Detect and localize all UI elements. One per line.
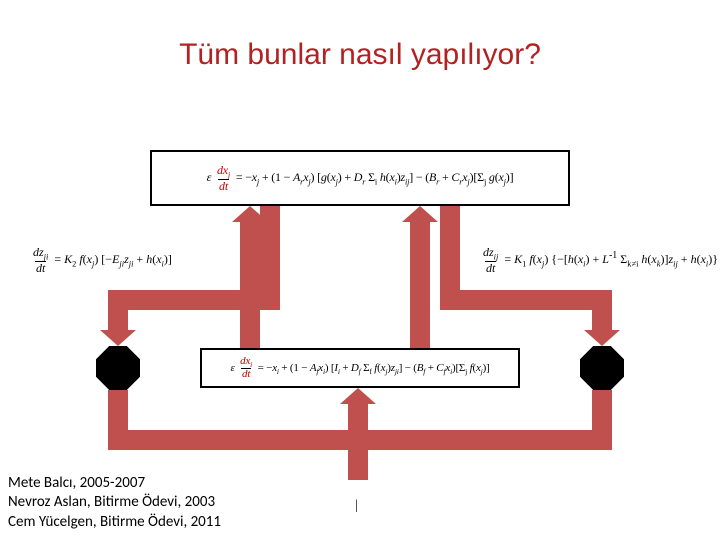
octagon-right-node — [580, 346, 624, 390]
equation-right: dzijdt = K1 f(xj) {−[h(xi) + L-1 Σk≠i h(… — [480, 246, 720, 274]
octagon-left-node — [96, 346, 140, 390]
equation-box-bottom: ε dxidt = −xi + (1 − Afxi) [Ii + Df Σf f… — [200, 348, 520, 388]
equation-top: ε dxjdt = −xj + (1 − Arxj) [g(xj) + Dr Σ… — [207, 164, 514, 193]
credit-line-2: Nevroz Aslan, Bitirme Ödevi, 2003 — [8, 493, 221, 513]
slide-title: Tüm bunlar nasıl yapılıyor? — [0, 38, 720, 72]
equation-left: dzjidt = K2 f(xj) [−Ejizji + h(xi)] — [30, 246, 240, 274]
credit-line-1: Mete Balcı, 2005-2007 — [8, 474, 221, 494]
equation-box-top: ε dxjdt = −xj + (1 − Arxj) [g(xj) + Dr Σ… — [150, 150, 570, 206]
slide: Tüm bunlar nasıl yapılıyor? ε dxjdt = −x… — [0, 0, 720, 540]
credits-block: Mete Balcı, 2005-2007 Nevroz Aslan, Biti… — [8, 474, 221, 533]
equation-bottom: ε dxidt = −xi + (1 − Afxi) [Ii + Df Σf f… — [230, 356, 489, 381]
center-small-mark: | — [355, 498, 358, 514]
credit-line-3: Cem Yücelgen, Bitirme Ödevi, 2011 — [8, 513, 221, 533]
